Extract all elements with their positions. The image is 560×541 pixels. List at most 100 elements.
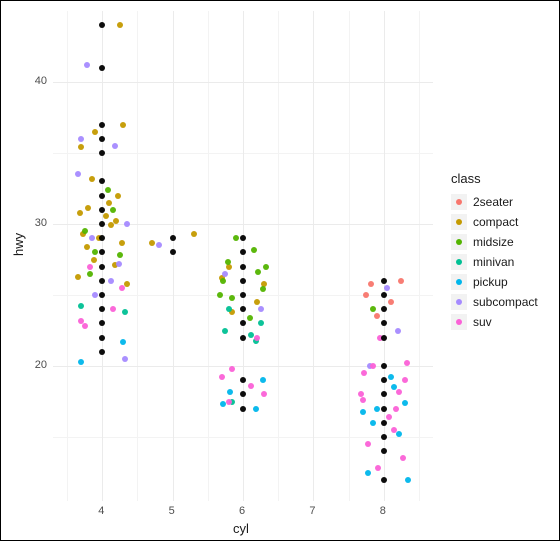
data-point xyxy=(405,477,411,483)
data-point xyxy=(240,377,246,383)
legend: class 2seatercompactmidsizeminivanpickup… xyxy=(451,171,538,332)
data-point xyxy=(225,259,231,265)
data-point xyxy=(358,391,364,397)
legend-item: subcompact xyxy=(451,292,538,312)
data-point xyxy=(92,129,98,135)
data-point xyxy=(89,235,95,241)
data-point xyxy=(82,228,88,234)
legend-swatch xyxy=(451,234,467,250)
data-point xyxy=(381,434,387,440)
data-point xyxy=(227,389,233,395)
data-point xyxy=(110,306,116,312)
data-point xyxy=(82,323,88,329)
legend-dot-icon xyxy=(456,279,462,285)
data-point xyxy=(393,406,399,412)
data-point xyxy=(229,366,235,372)
data-point xyxy=(400,455,406,461)
data-point xyxy=(87,264,93,270)
data-point xyxy=(381,278,387,284)
legend-item: 2seater xyxy=(451,192,538,212)
data-point xyxy=(149,240,155,246)
data-point xyxy=(381,363,387,369)
data-point xyxy=(263,264,269,270)
data-point xyxy=(119,285,125,291)
data-point xyxy=(117,22,123,28)
data-point xyxy=(381,306,387,312)
data-point xyxy=(222,271,228,277)
data-point xyxy=(99,235,105,241)
legend-item: pickup xyxy=(451,272,538,292)
x-tick-label: 5 xyxy=(169,505,175,517)
data-point xyxy=(255,269,261,275)
x-tick-label: 4 xyxy=(98,505,104,517)
data-point xyxy=(226,399,232,405)
data-point xyxy=(396,389,402,395)
data-point xyxy=(381,292,387,298)
data-point xyxy=(375,465,381,471)
data-point xyxy=(240,320,246,326)
data-point xyxy=(117,252,123,258)
data-point xyxy=(251,247,257,253)
data-point xyxy=(170,249,176,255)
data-point xyxy=(226,306,232,312)
data-point xyxy=(381,406,387,412)
data-point xyxy=(384,285,390,291)
legend-swatch xyxy=(451,194,467,210)
legend-label: 2seater xyxy=(473,195,513,209)
data-point xyxy=(240,306,246,312)
data-point xyxy=(253,406,259,412)
data-point xyxy=(119,240,125,246)
x-axis-title: cyl xyxy=(233,521,249,536)
data-point xyxy=(360,409,366,415)
legend-dot-icon xyxy=(456,319,462,325)
data-point xyxy=(261,391,267,397)
data-point xyxy=(122,309,128,315)
data-point xyxy=(240,249,246,255)
data-point xyxy=(99,136,105,142)
legend-dot-icon xyxy=(456,199,462,205)
data-point xyxy=(75,274,81,280)
x-tick-label: 7 xyxy=(309,505,315,517)
data-point xyxy=(370,363,376,369)
legend-label: minivan xyxy=(473,255,514,269)
data-point xyxy=(360,397,366,403)
data-point xyxy=(254,299,260,305)
data-point xyxy=(381,448,387,454)
data-point xyxy=(124,221,130,227)
data-point xyxy=(87,271,93,277)
data-point xyxy=(258,306,264,312)
data-point xyxy=(240,292,246,298)
data-point xyxy=(217,292,223,298)
data-point xyxy=(120,122,126,128)
data-point xyxy=(260,377,266,383)
data-point xyxy=(99,349,105,355)
data-point xyxy=(99,178,105,184)
legend-swatch xyxy=(451,214,467,230)
data-point xyxy=(84,244,90,250)
legend-swatch xyxy=(451,314,467,330)
data-point xyxy=(254,335,260,341)
data-point xyxy=(374,406,380,412)
data-point xyxy=(365,441,371,447)
data-point xyxy=(89,176,95,182)
data-point xyxy=(391,427,397,433)
data-point xyxy=(110,207,116,213)
data-point xyxy=(112,143,118,149)
data-point xyxy=(77,210,83,216)
x-tick-label: 8 xyxy=(380,505,386,517)
y-tick-label: 30 xyxy=(35,217,47,229)
y-axis-title: hwy xyxy=(11,233,26,256)
data-point xyxy=(365,470,371,476)
data-point xyxy=(99,278,105,284)
data-point xyxy=(99,122,105,128)
data-point xyxy=(381,377,387,383)
data-point xyxy=(395,328,401,334)
legend-dot-icon xyxy=(456,239,462,245)
data-point xyxy=(75,171,81,177)
y-tick-label: 20 xyxy=(35,359,47,371)
data-point xyxy=(113,218,119,224)
data-point xyxy=(233,235,239,241)
data-point xyxy=(103,213,109,219)
data-point xyxy=(99,193,105,199)
data-point xyxy=(78,359,84,365)
